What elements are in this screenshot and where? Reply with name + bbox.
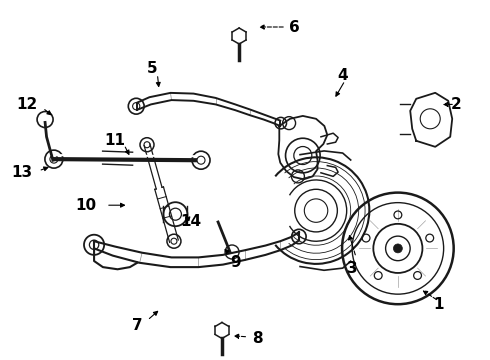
Text: 4: 4: [338, 68, 348, 83]
Text: 13: 13: [11, 165, 33, 180]
Text: 12: 12: [16, 97, 38, 112]
Text: 1: 1: [433, 297, 444, 312]
Text: 6: 6: [289, 19, 299, 35]
Text: 10: 10: [75, 198, 97, 213]
Text: 8: 8: [252, 331, 263, 346]
Text: 11: 11: [105, 133, 125, 148]
Text: 3: 3: [347, 261, 358, 276]
Circle shape: [89, 240, 99, 249]
Text: 5: 5: [147, 61, 157, 76]
Text: 2: 2: [450, 97, 461, 112]
Text: 7: 7: [132, 318, 143, 333]
Text: 9: 9: [230, 255, 241, 270]
Circle shape: [393, 244, 402, 253]
Text: 14: 14: [180, 214, 202, 229]
